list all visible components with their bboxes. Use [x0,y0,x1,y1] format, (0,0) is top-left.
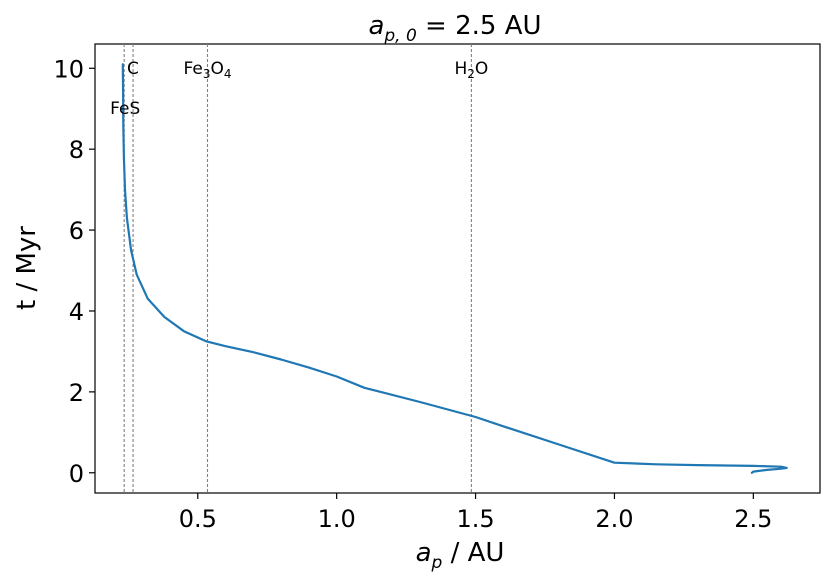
y-axis-label: t / Myr [12,226,42,310]
y-tick-label: 10 [53,55,84,83]
y-tick-label: 4 [69,298,84,326]
x-tick-label: 1.5 [456,505,494,533]
ice-line-label-fe3o4: Fe3O4 [184,59,232,81]
x-ticks-group: 0.5 1.0 1.5 2.0 2.5 [179,493,772,533]
chart-title: ap, 0 = 2.5 AU [368,11,541,46]
axes-frame [94,43,821,494]
y-ticks-group: 0 2 4 6 8 10 [53,55,95,488]
title-var: a [368,11,384,41]
xlabel-var: a [416,538,432,568]
x-tick-label: 0.5 [179,505,217,533]
ice-line-label-h2o: H2O [454,59,488,81]
y-tick-label: 0 [69,460,84,488]
ice-line-label-fes: FeS [110,99,140,119]
title-rest: = 2.5 AU [417,11,542,41]
xlabel-rest: / AU [442,538,504,568]
ice-line-label-c: C [127,59,139,79]
series-group [121,63,788,474]
x-tick-label: 1.0 [318,505,356,533]
x-tick-label: 2.5 [734,505,772,533]
y-tick-label: 6 [69,217,84,245]
x-tick-label: 2.0 [595,505,633,533]
xlabel-sub: p [431,553,443,573]
series-line-0 [121,63,788,474]
y-tick-label: 8 [69,136,84,164]
y-tick-label: 2 [69,379,84,407]
title-sub: p, 0 [383,26,416,46]
annotation-group: FeS C Fe3O4 H2O [110,59,488,119]
x-axis-label: ap / AU [416,538,505,573]
